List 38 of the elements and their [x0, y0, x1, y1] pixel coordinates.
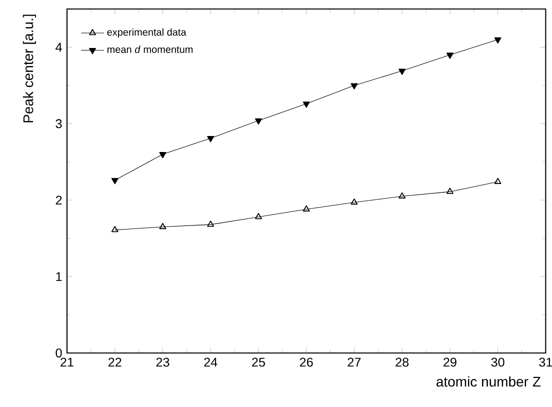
legend-label: experimental data [107, 28, 186, 38]
x-tick-label: 26 [300, 358, 313, 367]
point [398, 68, 406, 75]
point [159, 152, 166, 158]
y-axis-title: Peak center [a.u.] [22, 14, 36, 122]
legend-label: mean d momentum [107, 46, 193, 53]
x-tick-label: 30 [491, 358, 504, 367]
point [350, 198, 358, 205]
point [446, 52, 454, 59]
point [207, 220, 214, 227]
x-tick-label: 29 [444, 358, 456, 367]
y-tick-label: 0 [56, 348, 62, 358]
x-axis-title: atomic number Z [436, 376, 541, 387]
y-tick-label: 3 [56, 119, 62, 128]
x-tick-label: 31 [539, 358, 552, 367]
point [255, 212, 262, 220]
point [159, 222, 166, 230]
point [302, 102, 310, 108]
point [111, 226, 118, 232]
x-tick-label: 27 [348, 358, 361, 367]
point [494, 178, 502, 184]
y-tick-label: 4 [56, 42, 62, 52]
y-tick-label: 1 [56, 272, 62, 281]
point [111, 178, 118, 184]
x-tick-label: 28 [396, 358, 409, 367]
point [207, 136, 214, 142]
x-tick-label: 22 [108, 358, 122, 367]
x-tick-label: 24 [204, 358, 218, 367]
point [494, 37, 502, 44]
x-tick-label: 25 [252, 358, 265, 367]
x-tick-label: 23 [156, 358, 170, 367]
y-tick-label: 2 [56, 196, 62, 205]
point [302, 205, 310, 212]
point [446, 188, 454, 194]
point [398, 192, 406, 198]
point [255, 118, 262, 125]
x-tick-label: 21 [60, 358, 74, 367]
point [350, 83, 358, 90]
